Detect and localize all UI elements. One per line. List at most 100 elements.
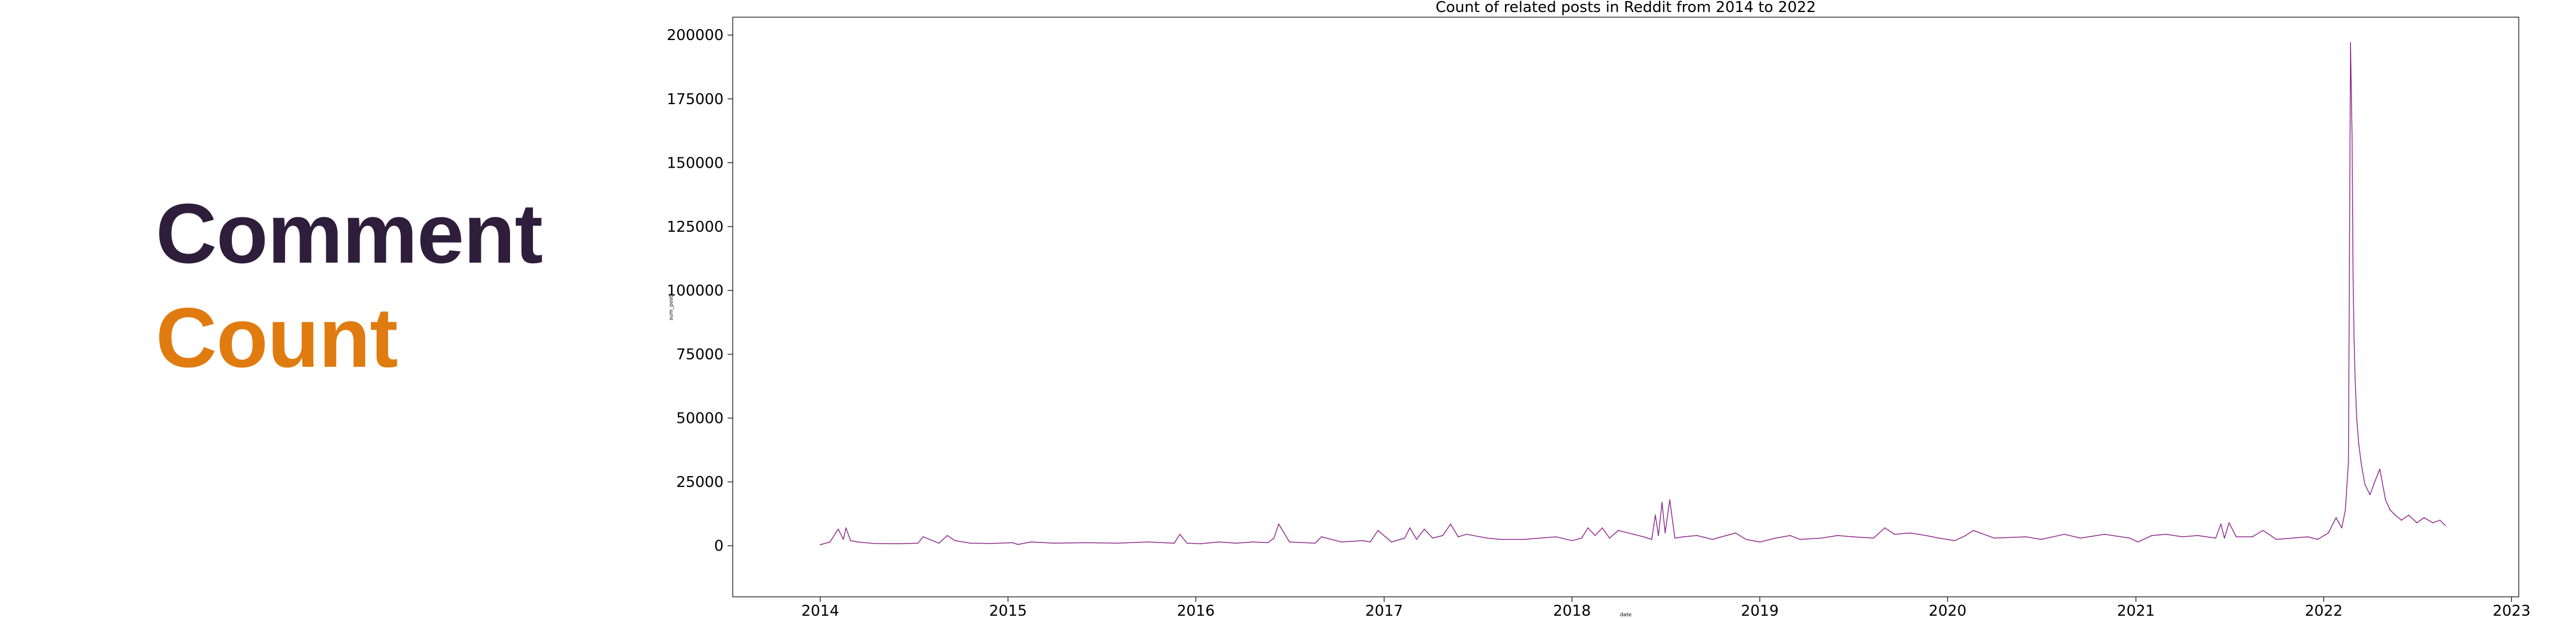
y-tick-label: 50000 [676,410,724,427]
data-point [1267,542,1269,544]
x-tick-label: 2014 [801,603,839,618]
data-point [1735,532,1736,534]
data-point [1085,542,1086,544]
data-point [2341,527,2342,529]
data-point [1465,533,1467,535]
data-point [1321,536,1322,537]
data-point [2137,541,2139,542]
data-point [2291,537,2293,539]
data-point [2235,536,2237,537]
y-axis-label: sum_posts [669,293,674,320]
data-point [2220,523,2222,525]
data-point [1432,537,1433,539]
series-layer [819,42,2446,545]
data-point [2307,536,2309,537]
x-tick-label: 2022 [2305,603,2342,618]
data-point [1852,536,1854,537]
data-point [2350,42,2351,43]
data-point [1314,542,1316,544]
headline-count: Count [156,291,398,385]
data-point [873,542,875,544]
data-point [1424,528,1425,530]
data-point [2166,533,2167,535]
data-point [2104,533,2105,535]
data-point [1925,535,1927,536]
data-point [2408,514,2409,516]
data-point [1148,541,1149,542]
data-point [1341,541,1342,542]
data-point [1116,542,1118,544]
data-point [1486,537,1488,539]
chart-title: Count of related posts in Reddit from 20… [1436,0,1816,16]
data-point [1669,499,1670,501]
y-tick-label: 100000 [667,282,724,299]
data-point [2151,535,2153,536]
data-point [1012,542,1013,544]
data-point [819,544,821,545]
data-point [2129,537,2131,539]
data-point [1643,536,1644,537]
data-point [2328,532,2329,534]
data-point [1218,541,1220,542]
data-point [845,527,847,529]
data-point [2356,417,2357,419]
data-point [843,538,844,540]
data-point [1289,541,1290,542]
data-point [1030,541,1032,542]
data-point [1618,530,1619,531]
data-point [1581,537,1583,539]
data-point [1837,535,1838,536]
data-point [1664,532,1666,534]
plot-area [732,17,2519,597]
data-point [829,541,831,542]
data-point [2374,481,2376,483]
data-point [1789,535,1791,536]
data-point [897,543,899,545]
data-point [837,528,839,530]
y-tick-label: 0 [714,538,724,555]
data-point [1696,535,1698,536]
data-point [2432,522,2433,524]
data-point [1994,537,1995,539]
data-point [2361,464,2362,465]
data-point [2395,514,2396,516]
data-point [1894,533,1895,535]
data-point [1571,540,1573,541]
data-point [2364,484,2366,485]
data-point [850,540,851,541]
data-point [2336,517,2337,518]
data-point [946,535,948,536]
data-point [2358,443,2360,445]
data-point [1658,535,1660,536]
data-point [1799,538,1801,540]
data-point [954,540,956,541]
data-point [1745,538,1747,540]
data-point [922,536,924,537]
data-point [2354,379,2356,381]
y-tick-label: 125000 [667,219,724,236]
headline-comment: Comment [156,187,543,281]
data-point [1362,540,1364,541]
data-point [2401,520,2402,521]
y-tick-label: 200000 [667,27,724,44]
x-tick-label: 2016 [1177,603,1215,618]
data-point [1252,541,1253,542]
data-point [2275,538,2277,540]
data-point [1369,541,1371,542]
data-point [1174,542,1175,544]
y-tick-label: 175000 [667,91,724,108]
data-point [1457,536,1459,537]
data-point [1965,535,1966,536]
data-point [2080,537,2081,539]
data-point [2352,277,2354,279]
x-tick-label: 2017 [1365,603,1403,618]
data-point [2345,509,2346,511]
data-point [1017,544,1018,545]
data-point [1884,527,1886,529]
x-tick-label: 2023 [2492,603,2530,618]
data-point [1404,537,1405,539]
data-point [1390,541,1392,542]
data-point [2182,536,2183,537]
data-point [1661,502,1663,503]
